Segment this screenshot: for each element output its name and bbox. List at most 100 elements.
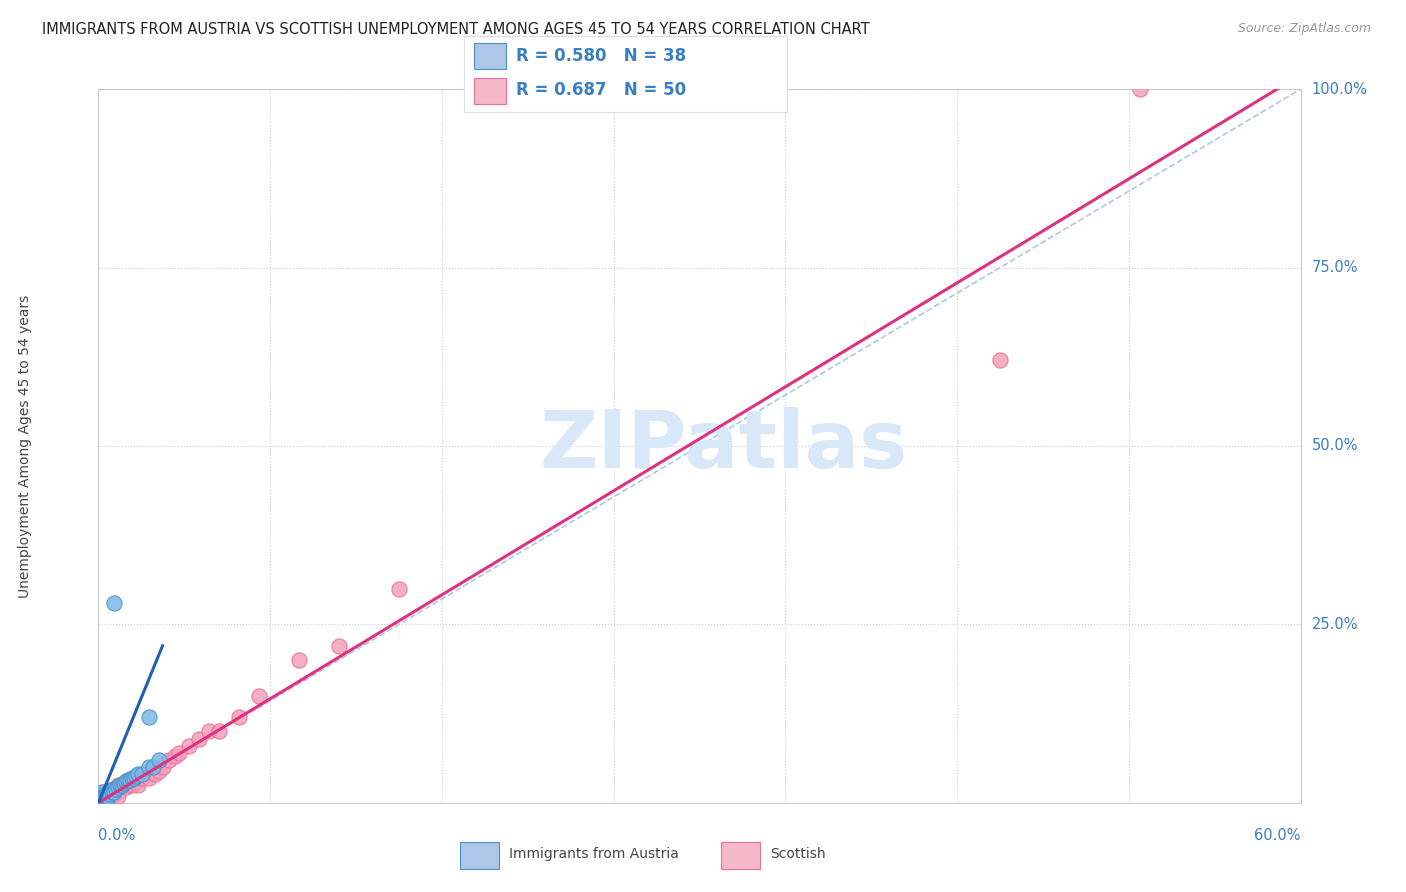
- Point: [1129, 82, 1152, 96]
- Point: [163, 749, 186, 764]
- Point: [143, 767, 166, 781]
- Point: [152, 760, 174, 774]
- Point: [117, 778, 139, 792]
- Point: [93, 785, 115, 799]
- Text: 50.0%: 50.0%: [1312, 439, 1358, 453]
- Point: [117, 772, 139, 787]
- Point: [167, 746, 190, 760]
- Point: [208, 724, 231, 739]
- Point: [141, 760, 163, 774]
- Text: IMMIGRANTS FROM AUSTRIA VS SCOTTISH UNEMPLOYMENT AMONG AGES 45 TO 54 YEARS CORRE: IMMIGRANTS FROM AUSTRIA VS SCOTTISH UNEM…: [42, 22, 870, 37]
- Point: [247, 689, 270, 703]
- Text: 75.0%: 75.0%: [1312, 260, 1358, 275]
- Point: [93, 790, 115, 805]
- Text: R = 0.580   N = 38: R = 0.580 N = 38: [516, 47, 686, 65]
- Point: [328, 639, 350, 653]
- Point: [107, 778, 129, 792]
- Point: [97, 785, 120, 799]
- Point: [101, 783, 124, 797]
- Point: [91, 789, 114, 803]
- Point: [138, 767, 160, 781]
- Point: [197, 724, 219, 739]
- Point: [107, 785, 129, 799]
- Point: [120, 776, 142, 790]
- Text: Immigrants from Austria: Immigrants from Austria: [509, 847, 679, 861]
- Text: Scottish: Scottish: [769, 847, 825, 861]
- Point: [107, 789, 129, 803]
- Point: [114, 778, 136, 792]
- Point: [89, 790, 111, 805]
- Text: R = 0.687   N = 50: R = 0.687 N = 50: [516, 81, 686, 99]
- Point: [131, 767, 153, 781]
- Bar: [474, 44, 506, 69]
- Bar: [460, 842, 499, 869]
- Point: [101, 789, 124, 803]
- Point: [97, 789, 120, 803]
- Point: [89, 792, 111, 806]
- Bar: [720, 842, 759, 869]
- Point: [124, 771, 146, 785]
- Point: [100, 785, 122, 799]
- Text: Unemployment Among Ages 45 to 54 years: Unemployment Among Ages 45 to 54 years: [18, 294, 32, 598]
- Text: 60.0%: 60.0%: [1254, 828, 1301, 843]
- Point: [100, 783, 122, 797]
- Point: [100, 787, 122, 801]
- Point: [115, 774, 138, 789]
- Point: [148, 753, 170, 767]
- Point: [93, 789, 115, 803]
- Text: Source: ZipAtlas.com: Source: ZipAtlas.com: [1237, 22, 1371, 36]
- Point: [138, 710, 160, 724]
- Point: [128, 767, 150, 781]
- Point: [103, 785, 125, 799]
- Point: [128, 778, 150, 792]
- Point: [91, 785, 114, 799]
- Point: [148, 764, 170, 778]
- Point: [89, 789, 111, 803]
- Point: [114, 776, 136, 790]
- Point: [124, 774, 146, 789]
- Point: [89, 792, 111, 806]
- Point: [101, 785, 124, 799]
- Point: [91, 792, 114, 806]
- Point: [103, 781, 125, 796]
- Point: [96, 787, 118, 801]
- Point: [110, 778, 132, 792]
- Point: [96, 790, 118, 805]
- Point: [138, 760, 160, 774]
- Text: 25.0%: 25.0%: [1312, 617, 1358, 632]
- Point: [103, 785, 125, 799]
- Point: [111, 778, 134, 792]
- Text: 0.0%: 0.0%: [98, 828, 135, 843]
- Point: [288, 653, 311, 667]
- Text: 100.0%: 100.0%: [1312, 82, 1368, 96]
- Point: [125, 769, 148, 783]
- Point: [91, 790, 114, 805]
- Point: [101, 783, 124, 797]
- Point: [111, 778, 134, 792]
- Point: [103, 781, 125, 796]
- Point: [105, 781, 128, 796]
- Point: [89, 792, 111, 806]
- Point: [93, 792, 115, 806]
- Point: [121, 778, 143, 792]
- Point: [96, 790, 118, 805]
- Point: [105, 781, 128, 796]
- Point: [91, 789, 114, 803]
- Point: [103, 596, 125, 610]
- Point: [97, 789, 120, 803]
- Point: [138, 771, 160, 785]
- Point: [988, 353, 1011, 368]
- Point: [157, 753, 180, 767]
- Point: [120, 772, 142, 787]
- Point: [97, 790, 120, 805]
- Point: [128, 774, 150, 789]
- Point: [107, 780, 129, 794]
- Bar: [474, 78, 506, 104]
- Text: ZIPatlas: ZIPatlas: [540, 407, 908, 485]
- Point: [388, 582, 411, 596]
- Point: [115, 780, 138, 794]
- Point: [131, 771, 153, 785]
- Point: [90, 790, 112, 805]
- Point: [97, 785, 120, 799]
- Point: [96, 787, 118, 801]
